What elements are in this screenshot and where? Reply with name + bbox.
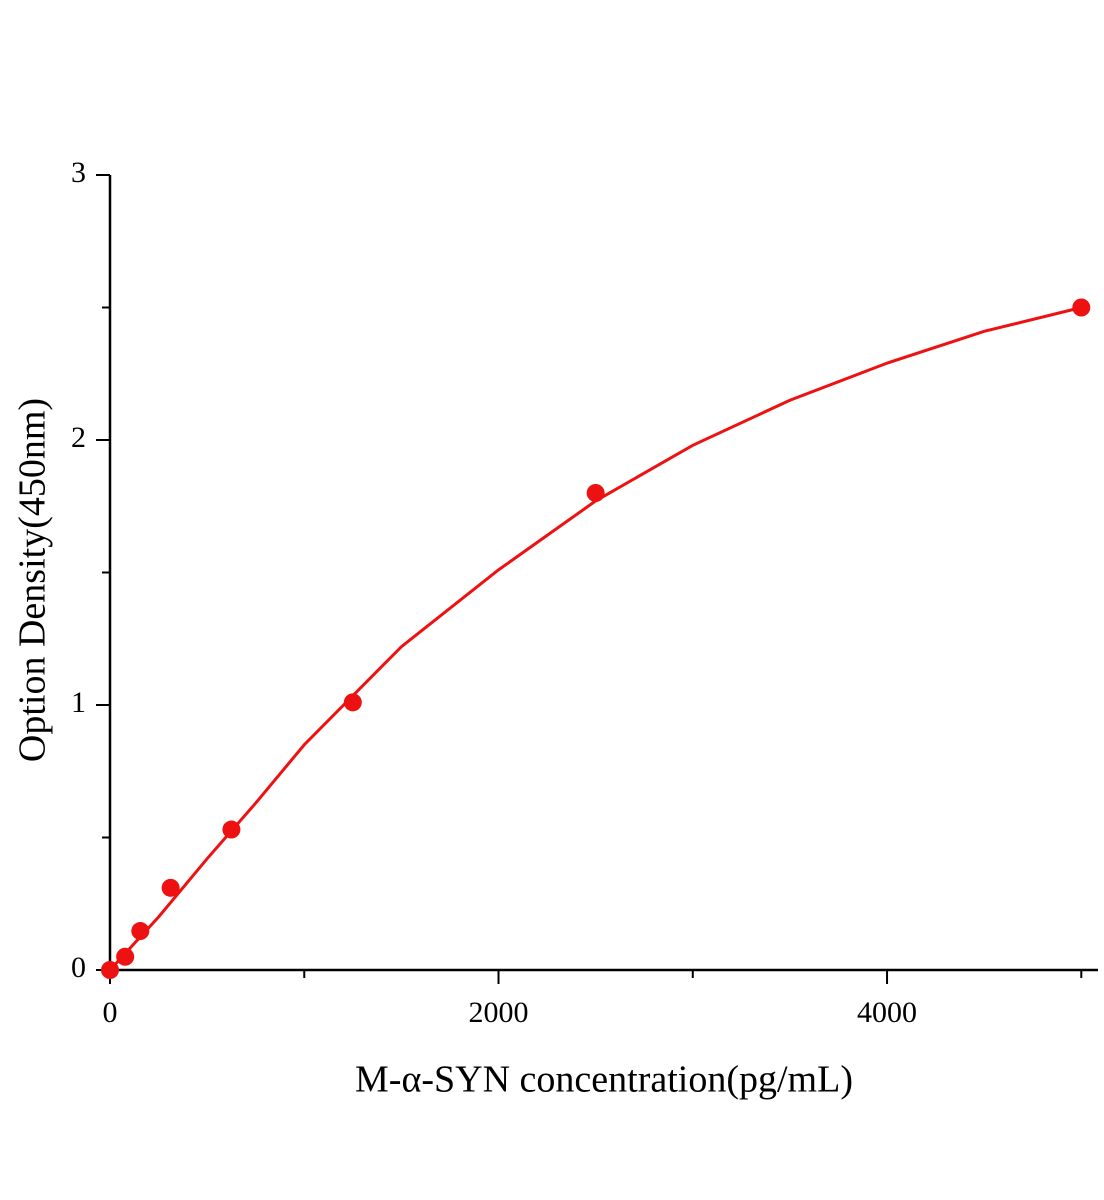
y-axis-title: Option Density(450nm) [12,398,54,762]
data-point [586,484,605,502]
y-tick-label: 0 [71,951,86,984]
data-point [161,878,180,897]
data-point [343,693,362,712]
data-point [222,820,241,839]
x-tick-label: 4000 [857,996,917,1029]
y-tick-label: 2 [71,421,86,454]
y-tick-label: 3 [71,156,86,189]
data-point [116,947,135,966]
y-tick-label: 1 [71,686,86,719]
data-point [101,961,119,979]
data-point [1072,298,1091,317]
x-axis-title: M-α-SYN concentration(pg/mL) [355,1059,853,1101]
data-point [131,922,150,941]
x-tick-label: 2000 [469,996,529,1029]
fit-curve [108,306,1082,972]
x-tick-label: 0 [103,996,118,1029]
